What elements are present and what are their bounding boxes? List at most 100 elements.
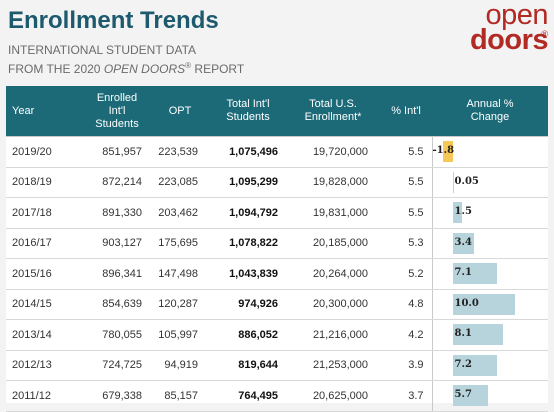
change-bar	[452, 171, 454, 193]
cell-total-intl: 1,075,496	[206, 136, 286, 168]
cell-opt: 203,462	[150, 197, 206, 229]
cell-total-us: 21,216,000	[286, 319, 376, 351]
logo-registered-mark: ®	[541, 29, 548, 39]
change-label: 0.05	[454, 175, 479, 187]
cell-total-intl: 886,052	[206, 319, 286, 351]
cell-year: 2017/18	[6, 197, 80, 229]
cell-opt: 105,997	[150, 319, 206, 351]
cell-annual-change: -1.8	[431, 136, 548, 168]
cell-enrolled: 896,341	[80, 258, 150, 290]
enrollment-table: Year Enrolled Int'l Students OPT Total I…	[6, 86, 548, 412]
table-row: 2014/15 854,639 120,287 974,926 20,300,000 4.…	[6, 289, 548, 320]
table-row: 2017/18 891,330 203,462 1,094,792 19,831,000…	[6, 197, 548, 229]
subtitle-registered-mark: ®	[185, 61, 192, 70]
subtitle-line-1: INTERNATIONAL STUDENT DATA	[8, 43, 197, 57]
cell-pct-intl: 5.5	[376, 167, 432, 198]
col-header-annual-change-l2: Change	[470, 111, 510, 123]
cell-total-intl: 1,095,299	[206, 167, 286, 198]
cell-pct-intl: 5.5	[376, 136, 432, 168]
cell-total-us: 20,185,000	[286, 228, 376, 259]
cell-annual-change: 5.7	[431, 380, 548, 412]
cell-total-intl: 1,043,839	[206, 258, 286, 290]
cell-year: 2019/20	[6, 136, 80, 168]
cell-total-us: 19,720,000	[286, 136, 376, 168]
cell-enrolled: 891,330	[80, 197, 150, 229]
table-row: 2016/17 903,127 175,695 1,078,822 20,185,000…	[6, 228, 548, 259]
table-row: 2018/19 872,214 223,085 1,095,299 19,828,000…	[6, 167, 548, 198]
col-header-enrolled-l1: Enrolled	[96, 91, 138, 104]
cell-total-intl: 974,926	[206, 289, 286, 320]
table-row: 2015/16 896,341 147,498 1,043,839 20,264,000…	[6, 258, 548, 290]
change-label: 7.1	[454, 267, 472, 278]
open-doors-logo: open ® doors	[470, 0, 549, 55]
table-body: 2019/20 851,957 223,539 1,075,496 19,720,000…	[6, 136, 548, 412]
cell-enrolled: 903,127	[80, 228, 150, 259]
cell-pct-intl: 5.5	[376, 197, 432, 229]
change-label: 3.4	[454, 236, 472, 248]
logo-open-text: open	[485, 0, 548, 31]
cell-pct-intl: 3.7	[376, 380, 432, 412]
col-header-enrolled-l2: Int'l	[108, 104, 126, 117]
cell-pct-intl: 5.3	[376, 228, 432, 259]
change-bar	[452, 354, 498, 376]
change-bar	[452, 232, 474, 254]
cell-opt: 120,287	[150, 289, 206, 320]
cell-pct-intl: 4.2	[376, 319, 432, 351]
cell-total-intl: 764,495	[206, 380, 286, 412]
change-bar	[452, 324, 503, 345]
col-header-total-us-l1: Total U.S.	[309, 98, 357, 110]
cell-total-us: 20,264,000	[286, 258, 376, 290]
cell-year: 2015/16	[6, 258, 80, 290]
cell-year: 2011/12	[6, 380, 80, 412]
change-bar	[452, 293, 515, 315]
cell-total-us: 19,831,000	[286, 197, 376, 229]
col-header-annual-change: Annual % Change	[432, 86, 548, 137]
page-subtitle: INTERNATIONAL STUDENT DATA FROM THE 2020…	[8, 43, 244, 77]
cell-total-us: 20,625,000	[286, 380, 376, 412]
cell-enrolled: 872,214	[80, 167, 150, 198]
cell-year: 2012/13	[6, 350, 80, 381]
change-label: -1.8	[432, 145, 455, 156]
col-header-pct-intl: % Int'l	[376, 86, 432, 137]
cell-total-intl: 819,644	[206, 350, 286, 381]
cell-annual-change: 8.1	[431, 319, 548, 351]
cell-annual-change: 10.0	[431, 289, 548, 320]
subtitle-pre: FROM THE 2020	[8, 62, 104, 76]
subtitle-open-doors: OPEN DOORS	[103, 62, 186, 76]
col-header-enrolled: Enrolled Int'l Students	[80, 86, 150, 137]
cell-year: 2014/15	[6, 289, 80, 320]
cell-year: 2016/17	[6, 228, 80, 259]
cell-year: 2018/19	[6, 167, 80, 198]
cell-total-us: 21,253,000	[286, 350, 376, 381]
cell-annual-change: 1.5	[431, 197, 548, 229]
change-bar	[442, 141, 453, 162]
table-row: 2013/14 780,055 105,997 886,052 21,216,000 4.…	[6, 319, 548, 351]
col-header-total-us-l2: Enrollment*	[304, 111, 362, 123]
col-header-annual-change-l1: Annual %	[466, 98, 514, 110]
subtitle-post: REPORT	[191, 62, 245, 76]
cell-total-intl: 1,078,822	[206, 228, 286, 259]
cell-enrolled: 724,725	[80, 350, 150, 381]
change-label: 1.5	[454, 206, 472, 217]
cell-opt: 223,085	[150, 167, 206, 198]
cell-enrolled: 679,338	[80, 380, 150, 412]
change-bar	[452, 385, 488, 406]
cell-pct-intl: 3.9	[376, 350, 432, 381]
cell-pct-intl: 5.2	[376, 258, 432, 290]
cell-year: 2013/14	[6, 319, 80, 351]
cell-enrolled: 854,639	[80, 289, 150, 320]
enrollment-table-container: Year Enrolled Int'l Students OPT Total I…	[6, 86, 548, 412]
table-row: 2019/20 851,957 223,539 1,075,496 19,720,000…	[6, 136, 548, 168]
cell-annual-change: 3.4	[431, 228, 548, 259]
cell-annual-change: 7.1	[431, 258, 548, 290]
col-header-year: Year	[6, 86, 80, 137]
cell-opt: 147,498	[150, 258, 206, 290]
subtitle-line-2: FROM THE 2020 OPEN DOORS® REPORT	[8, 58, 244, 77]
cell-enrolled: 851,957	[80, 136, 150, 168]
page-title: Enrollment Trends	[8, 7, 219, 34]
change-label: 8.1	[454, 328, 472, 339]
change-label: 7.2	[454, 358, 472, 370]
cell-total-us: 20,300,000	[286, 289, 376, 320]
change-bar	[452, 263, 497, 284]
cell-total-intl: 1,094,792	[206, 197, 286, 229]
